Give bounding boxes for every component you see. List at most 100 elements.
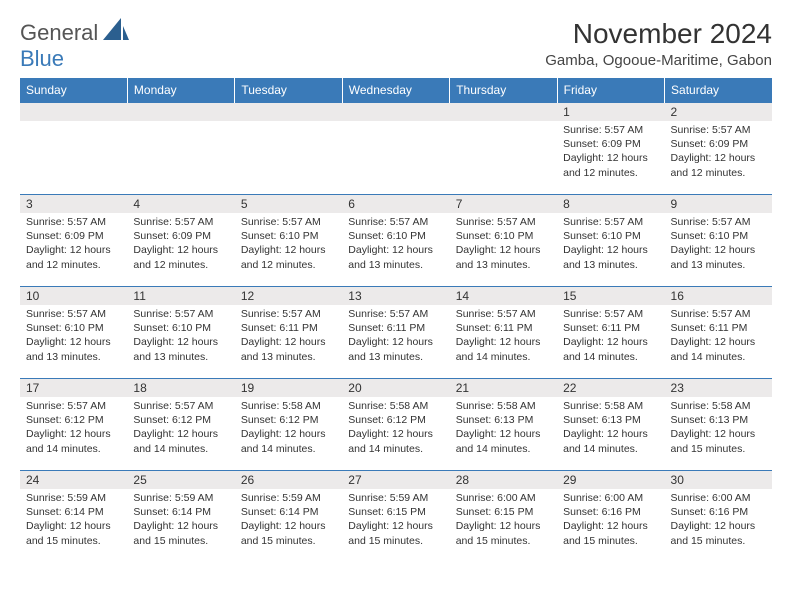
calendar-cell: 20Sunrise: 5:58 AMSunset: 6:12 PMDayligh…: [342, 379, 449, 471]
calendar-cell: 2Sunrise: 5:57 AMSunset: 6:09 PMDaylight…: [665, 103, 772, 195]
day-content: Sunrise: 5:57 AMSunset: 6:11 PMDaylight:…: [665, 305, 772, 368]
day-line-sunset: Sunset: 6:10 PM: [563, 229, 658, 243]
day-content: Sunrise: 5:57 AMSunset: 6:12 PMDaylight:…: [20, 397, 127, 460]
calendar-cell: 18Sunrise: 5:57 AMSunset: 6:12 PMDayligh…: [127, 379, 234, 471]
day-content: Sunrise: 5:59 AMSunset: 6:15 PMDaylight:…: [342, 489, 449, 552]
day-number: 3: [20, 195, 127, 213]
day-line-sunset: Sunset: 6:14 PM: [26, 505, 121, 519]
day-content: Sunrise: 5:59 AMSunset: 6:14 PMDaylight:…: [20, 489, 127, 552]
day-number-empty: [450, 103, 557, 121]
day-line-day1: Daylight: 12 hours: [26, 243, 121, 257]
calendar-cell: 28Sunrise: 6:00 AMSunset: 6:15 PMDayligh…: [450, 471, 557, 563]
day-line-sunrise: Sunrise: 5:57 AM: [26, 307, 121, 321]
day-number: 15: [557, 287, 664, 305]
day-line-sunrise: Sunrise: 5:57 AM: [26, 215, 121, 229]
day-line-day2: and 15 minutes.: [348, 534, 443, 548]
day-line-sunset: Sunset: 6:10 PM: [133, 321, 228, 335]
day-number: 26: [235, 471, 342, 489]
day-content: Sunrise: 5:57 AMSunset: 6:09 PMDaylight:…: [665, 121, 772, 184]
day-content: Sunrise: 5:57 AMSunset: 6:11 PMDaylight:…: [450, 305, 557, 368]
day-line-day1: Daylight: 12 hours: [563, 243, 658, 257]
day-line-sunrise: Sunrise: 5:57 AM: [133, 399, 228, 413]
day-line-sunset: Sunset: 6:15 PM: [348, 505, 443, 519]
day-line-day2: and 13 minutes.: [241, 350, 336, 364]
calendar-week: 17Sunrise: 5:57 AMSunset: 6:12 PMDayligh…: [20, 379, 772, 471]
day-line-sunrise: Sunrise: 5:58 AM: [563, 399, 658, 413]
day-line-day2: and 15 minutes.: [26, 534, 121, 548]
location-subtitle: Gamba, Ogooue-Maritime, Gabon: [545, 52, 772, 69]
day-line-day2: and 14 minutes.: [133, 442, 228, 456]
day-line-sunset: Sunset: 6:12 PM: [348, 413, 443, 427]
day-header: Monday: [127, 78, 234, 103]
day-line-sunset: Sunset: 6:11 PM: [671, 321, 766, 335]
day-line-sunset: Sunset: 6:16 PM: [563, 505, 658, 519]
day-line-day1: Daylight: 12 hours: [456, 243, 551, 257]
calendar-week: 3Sunrise: 5:57 AMSunset: 6:09 PMDaylight…: [20, 195, 772, 287]
day-line-day2: and 14 minutes.: [26, 442, 121, 456]
day-content: Sunrise: 5:58 AMSunset: 6:13 PMDaylight:…: [557, 397, 664, 460]
day-line-day2: and 15 minutes.: [563, 534, 658, 548]
day-line-day2: and 13 minutes.: [671, 258, 766, 272]
calendar-table: SundayMondayTuesdayWednesdayThursdayFrid…: [20, 78, 772, 563]
day-line-sunrise: Sunrise: 5:57 AM: [563, 123, 658, 137]
day-line-day2: and 14 minutes.: [348, 442, 443, 456]
day-line-day1: Daylight: 12 hours: [348, 243, 443, 257]
day-number: 16: [665, 287, 772, 305]
day-line-sunrise: Sunrise: 5:57 AM: [563, 215, 658, 229]
day-line-sunrise: Sunrise: 5:58 AM: [456, 399, 551, 413]
day-line-sunset: Sunset: 6:12 PM: [241, 413, 336, 427]
day-line-day1: Daylight: 12 hours: [133, 335, 228, 349]
day-number: 13: [342, 287, 449, 305]
day-number: 1: [557, 103, 664, 121]
calendar-cell: [342, 103, 449, 195]
day-line-sunrise: Sunrise: 5:59 AM: [348, 491, 443, 505]
day-line-day1: Daylight: 12 hours: [671, 427, 766, 441]
calendar-cell: 5Sunrise: 5:57 AMSunset: 6:10 PMDaylight…: [235, 195, 342, 287]
day-content: Sunrise: 5:57 AMSunset: 6:11 PMDaylight:…: [342, 305, 449, 368]
day-line-day2: and 13 minutes.: [348, 350, 443, 364]
day-line-sunrise: Sunrise: 6:00 AM: [456, 491, 551, 505]
day-line-day1: Daylight: 12 hours: [348, 519, 443, 533]
day-line-sunset: Sunset: 6:10 PM: [348, 229, 443, 243]
day-line-day1: Daylight: 12 hours: [26, 519, 121, 533]
day-line-sunrise: Sunrise: 5:57 AM: [671, 215, 766, 229]
day-number: 9: [665, 195, 772, 213]
day-content: Sunrise: 5:57 AMSunset: 6:10 PMDaylight:…: [557, 213, 664, 276]
day-line-sunrise: Sunrise: 5:57 AM: [671, 123, 766, 137]
day-line-day2: and 13 minutes.: [133, 350, 228, 364]
day-line-sunrise: Sunrise: 5:57 AM: [241, 307, 336, 321]
day-line-day2: and 15 minutes.: [456, 534, 551, 548]
day-line-sunrise: Sunrise: 5:57 AM: [348, 215, 443, 229]
day-line-sunrise: Sunrise: 5:58 AM: [241, 399, 336, 413]
day-line-sunset: Sunset: 6:14 PM: [133, 505, 228, 519]
day-line-sunrise: Sunrise: 5:57 AM: [456, 307, 551, 321]
logo-text: General Blue: [20, 18, 129, 72]
day-line-day1: Daylight: 12 hours: [133, 519, 228, 533]
page-title: November 2024: [545, 18, 772, 50]
day-number: 2: [665, 103, 772, 121]
calendar-cell: 30Sunrise: 6:00 AMSunset: 6:16 PMDayligh…: [665, 471, 772, 563]
calendar-cell: 23Sunrise: 5:58 AMSunset: 6:13 PMDayligh…: [665, 379, 772, 471]
calendar-cell: [20, 103, 127, 195]
day-line-sunset: Sunset: 6:13 PM: [671, 413, 766, 427]
day-line-sunset: Sunset: 6:13 PM: [456, 413, 551, 427]
day-number: 24: [20, 471, 127, 489]
day-line-day1: Daylight: 12 hours: [26, 335, 121, 349]
calendar-week: 24Sunrise: 5:59 AMSunset: 6:14 PMDayligh…: [20, 471, 772, 563]
day-number-empty: [127, 103, 234, 121]
calendar-cell: 26Sunrise: 5:59 AMSunset: 6:14 PMDayligh…: [235, 471, 342, 563]
day-content: Sunrise: 5:57 AMSunset: 6:10 PMDaylight:…: [342, 213, 449, 276]
day-number: 20: [342, 379, 449, 397]
day-content: Sunrise: 6:00 AMSunset: 6:15 PMDaylight:…: [450, 489, 557, 552]
day-content: Sunrise: 6:00 AMSunset: 6:16 PMDaylight:…: [665, 489, 772, 552]
day-content: Sunrise: 5:57 AMSunset: 6:11 PMDaylight:…: [557, 305, 664, 368]
day-line-day2: and 14 minutes.: [563, 442, 658, 456]
logo-general: General: [20, 20, 98, 45]
day-number: 28: [450, 471, 557, 489]
day-line-sunset: Sunset: 6:09 PM: [671, 137, 766, 151]
day-number-empty: [342, 103, 449, 121]
day-content: Sunrise: 5:58 AMSunset: 6:13 PMDaylight:…: [450, 397, 557, 460]
day-line-day2: and 12 minutes.: [563, 166, 658, 180]
calendar-week: 10Sunrise: 5:57 AMSunset: 6:10 PMDayligh…: [20, 287, 772, 379]
day-number: 17: [20, 379, 127, 397]
